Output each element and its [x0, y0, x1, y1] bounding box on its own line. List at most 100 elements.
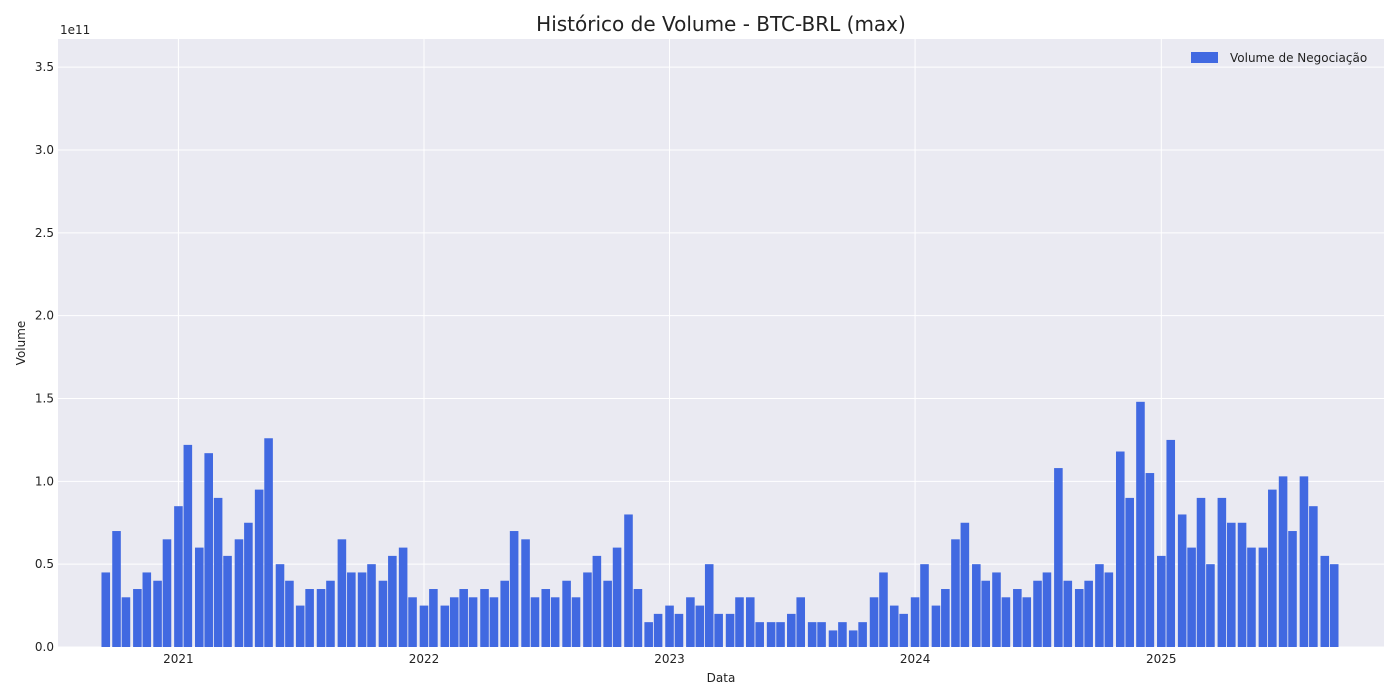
volume-bar	[735, 597, 744, 647]
volume-bar	[121, 597, 131, 647]
volume-bar	[264, 438, 273, 647]
volume-bar	[931, 605, 941, 647]
volume-bar	[665, 605, 674, 647]
x-axis-ticks: 2021 2022 2023 2024 2025	[163, 652, 1176, 666]
volume-bar	[951, 539, 960, 647]
volume-bar	[204, 453, 213, 647]
plot-background	[58, 39, 1384, 647]
volume-bar	[1084, 580, 1093, 647]
y-tick-label: 0.5	[35, 557, 54, 571]
volume-bar	[807, 622, 817, 647]
y-tick-label: 2.0	[35, 309, 54, 323]
volume-bar	[213, 497, 223, 647]
volume-bar	[787, 613, 796, 647]
volume-bar	[879, 572, 888, 647]
volume-bar	[1196, 497, 1206, 647]
volume-bar	[644, 622, 653, 647]
volume-bar	[858, 622, 867, 647]
volume-bar	[1063, 580, 1073, 647]
volume-bar	[838, 622, 847, 647]
y-offset-text: 1e11	[60, 23, 90, 37]
volume-bar	[521, 539, 530, 647]
volume-bar	[1299, 476, 1309, 647]
y-tick-label: 3.0	[35, 143, 54, 157]
x-tick-label: 2021	[163, 652, 194, 666]
volume-bar	[254, 489, 264, 647]
x-tick-label: 2025	[1146, 652, 1177, 666]
volume-bar	[440, 605, 450, 647]
volume-bar	[244, 522, 253, 647]
volume-bar	[592, 555, 602, 647]
legend-entry: Volume de Negociação	[1230, 51, 1367, 65]
volume-bar	[920, 564, 929, 647]
volume-bar	[223, 555, 232, 647]
volume-bar	[449, 597, 459, 647]
volume-bar	[1217, 497, 1227, 647]
volume-bar	[1329, 564, 1339, 647]
y-tick-label: 2.5	[35, 226, 54, 240]
volume-bar	[704, 564, 714, 647]
volume-bar	[1042, 572, 1052, 647]
volume-bar	[1187, 547, 1196, 647]
volume-bar	[992, 572, 1001, 647]
volume-bar	[1247, 547, 1256, 647]
volume-bar	[1166, 439, 1176, 647]
volume-bar	[429, 589, 438, 647]
volume-bar	[509, 531, 519, 647]
volume-bar	[766, 622, 776, 647]
volume-bar	[326, 580, 335, 647]
volume-bar	[1095, 564, 1104, 647]
volume-bar	[234, 539, 244, 647]
volume-bar	[112, 531, 121, 647]
volume-bar	[869, 597, 879, 647]
volume-bar	[1125, 497, 1134, 647]
volume-bar	[603, 580, 612, 647]
volume-bar	[745, 597, 755, 647]
legend-swatch	[1191, 52, 1218, 63]
x-tick-label: 2022	[409, 652, 440, 666]
volume-bar	[583, 572, 592, 647]
volume-bar	[1268, 489, 1277, 647]
volume-bar	[408, 597, 417, 647]
volume-bar	[889, 605, 899, 647]
volume-bar	[275, 564, 285, 647]
volume-bar	[674, 613, 684, 647]
y-tick-label: 1.5	[35, 391, 54, 405]
volume-bar	[530, 597, 540, 647]
volume-bar	[714, 613, 723, 647]
volume-bar	[1104, 572, 1114, 647]
volume-bar	[183, 444, 193, 647]
volume-bar	[489, 597, 499, 647]
y-tick-label: 3.5	[35, 60, 54, 74]
volume-bar	[1258, 547, 1268, 647]
volume-bar	[295, 605, 305, 647]
volume-bar	[1278, 476, 1288, 647]
volume-bar	[725, 613, 735, 647]
volume-bar	[142, 572, 152, 647]
volume-bar	[347, 572, 356, 647]
volume-bar	[153, 580, 162, 647]
volume-bar	[1136, 401, 1145, 647]
volume-bar	[378, 580, 388, 647]
volume-bar	[686, 597, 695, 647]
volume-bar	[101, 572, 111, 647]
volume-bar	[316, 589, 326, 647]
volume-bar	[337, 539, 347, 647]
volume-bar	[388, 555, 397, 647]
chart-title: Histórico de Volume - BTC-BRL (max)	[536, 12, 906, 36]
volume-bar	[910, 597, 920, 647]
y-tick-label: 0.0	[35, 640, 54, 654]
volume-bar	[899, 613, 908, 647]
volume-bar	[1001, 597, 1011, 647]
volume-bar	[357, 572, 367, 647]
volume-bar	[972, 564, 981, 647]
y-tick-label: 1.0	[35, 474, 54, 488]
volume-bar	[562, 580, 571, 647]
volume-bar	[480, 589, 489, 647]
volume-bar	[1309, 506, 1318, 647]
volume-bar	[133, 589, 142, 647]
x-tick-label: 2024	[900, 652, 931, 666]
volume-bar	[174, 506, 183, 647]
bars-group	[101, 401, 1339, 647]
